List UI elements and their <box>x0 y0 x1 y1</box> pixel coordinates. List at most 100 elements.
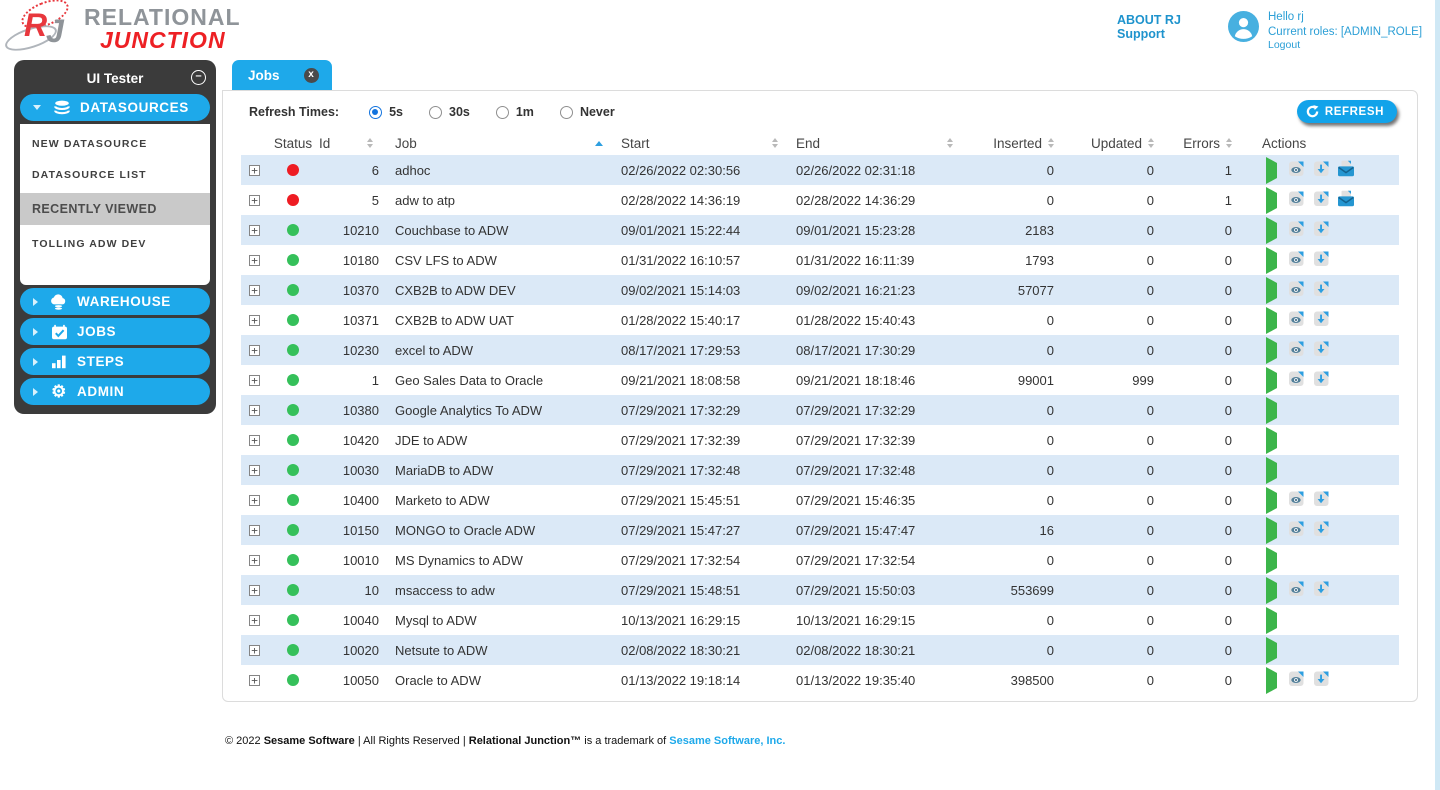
tab-close-icon[interactable]: x <box>303 67 319 83</box>
run-button[interactable] <box>1262 246 1280 274</box>
cell-start: 01/31/2022 16:10:57 <box>621 252 741 268</box>
view-log-button[interactable] <box>1287 281 1305 299</box>
view-log-button[interactable] <box>1287 521 1305 539</box>
tab-jobs[interactable]: Jobs x <box>232 60 332 90</box>
email-log-button[interactable] <box>1337 190 1355 209</box>
run-button[interactable] <box>1262 516 1280 544</box>
refresh-option-1m[interactable]: 1m <box>495 105 534 119</box>
expand-row-button[interactable]: + <box>249 284 260 296</box>
view-log-button[interactable] <box>1287 671 1305 689</box>
about-rj-link[interactable]: ABOUT RJ <box>1117 13 1181 27</box>
view-log-button[interactable] <box>1287 191 1305 209</box>
expand-row-button[interactable]: + <box>249 194 260 206</box>
download-log-button[interactable] <box>1312 581 1330 599</box>
download-log-button[interactable] <box>1312 191 1330 209</box>
run-button[interactable] <box>1262 216 1280 244</box>
view-log-button[interactable] <box>1287 581 1305 599</box>
run-button[interactable] <box>1262 186 1280 214</box>
email-log-button[interactable] <box>1337 160 1355 179</box>
app-logo[interactable]: R J RELATIONAL JUNCTION <box>2 0 241 56</box>
expand-row-button[interactable]: + <box>249 614 260 626</box>
sort-up-arrow <box>947 138 953 142</box>
expand-row-button[interactable]: + <box>249 314 260 326</box>
expand-row-button[interactable]: + <box>249 644 260 656</box>
header-cell-id[interactable]: Id <box>319 131 379 155</box>
view-log-button[interactable] <box>1287 491 1305 509</box>
radio-unselected-icon[interactable] <box>495 105 509 119</box>
view-log-button[interactable] <box>1287 311 1305 329</box>
download-log-button[interactable] <box>1312 521 1330 539</box>
scrollbar-track[interactable] <box>1435 0 1440 790</box>
view-log-button[interactable] <box>1287 221 1305 239</box>
run-button[interactable] <box>1262 366 1280 394</box>
header-cell-start[interactable]: Start <box>609 131 784 155</box>
run-button[interactable] <box>1262 306 1280 334</box>
radio-unselected-icon[interactable] <box>559 105 573 119</box>
sidebar-collapse-button[interactable]: – <box>191 70 206 85</box>
run-button[interactable] <box>1262 666 1280 694</box>
run-button[interactable] <box>1262 276 1280 304</box>
sidebar-item-new-datasource[interactable]: NEW DATASOURCE <box>32 138 148 150</box>
expand-row-button[interactable]: + <box>249 344 260 356</box>
user-avatar[interactable] <box>1228 11 1259 42</box>
support-link[interactable]: Support <box>1117 27 1165 42</box>
expand-row-button[interactable]: + <box>249 434 260 446</box>
logout-link[interactable]: Logout <box>1268 39 1301 52</box>
run-button[interactable] <box>1262 636 1280 664</box>
run-button[interactable] <box>1262 336 1280 364</box>
view-log-button[interactable] <box>1287 251 1305 269</box>
download-log-button[interactable] <box>1312 221 1330 239</box>
run-button[interactable] <box>1262 426 1280 454</box>
expand-row-button[interactable]: + <box>249 224 260 236</box>
expand-row-button[interactable]: + <box>249 464 260 476</box>
expand-row-button[interactable]: + <box>249 254 260 266</box>
download-log-button[interactable] <box>1312 251 1330 269</box>
expand-row-button[interactable]: + <box>249 164 260 176</box>
table-row: +10040 Mysql to ADW 10/13/2021 16:29:15 10/… <box>241 605 1399 635</box>
run-button[interactable] <box>1262 456 1280 484</box>
refresh-option-never[interactable]: Never <box>559 105 615 119</box>
expand-row-button[interactable]: + <box>249 584 260 596</box>
download-log-button[interactable] <box>1312 341 1330 359</box>
sidebar-item-tolling-adw-dev[interactable]: TOLLING ADW DEV <box>32 238 147 250</box>
header-cell-job[interactable]: Job <box>379 131 609 155</box>
sidebar-section-warehouse[interactable]: WAREHOUSE <box>20 288 210 315</box>
view-log-button[interactable] <box>1287 341 1305 359</box>
expand-row-button[interactable]: + <box>249 494 260 506</box>
view-log-button[interactable] <box>1287 371 1305 389</box>
header-cell-updated[interactable]: Updated <box>1054 131 1154 155</box>
run-button[interactable] <box>1262 546 1280 574</box>
expand-row-button[interactable]: + <box>249 524 260 536</box>
expand-row-button[interactable]: + <box>249 554 260 566</box>
radio-selected-icon[interactable] <box>369 105 383 119</box>
sidebar-section-admin[interactable]: ⚙ ADMIN <box>20 378 210 405</box>
refresh-button[interactable]: REFRESH <box>1296 100 1397 123</box>
download-log-button[interactable] <box>1312 671 1330 689</box>
radio-unselected-icon[interactable] <box>429 105 442 119</box>
download-log-button[interactable] <box>1312 281 1330 299</box>
refresh-option-5s[interactable]: 5s <box>369 105 403 119</box>
sidebar-section-datasources[interactable]: DATASOURCES <box>20 94 210 121</box>
download-log-button[interactable] <box>1312 491 1330 509</box>
expand-row-button[interactable]: + <box>249 674 260 686</box>
sidebar-item-datasource-list[interactable]: DATASOURCE LIST <box>32 169 147 181</box>
expand-row-button[interactable]: + <box>249 374 260 386</box>
footer-sesame-link[interactable]: Sesame Software, Inc. <box>669 735 786 747</box>
run-button[interactable] <box>1262 606 1280 634</box>
sidebar-section-steps[interactable]: STEPS <box>20 348 210 375</box>
run-icon <box>1265 516 1277 544</box>
header-cell-inserted[interactable]: Inserted <box>959 131 1054 155</box>
refresh-option-30s[interactable]: 30s <box>429 105 470 119</box>
run-button[interactable] <box>1262 396 1280 424</box>
run-button[interactable] <box>1262 576 1280 604</box>
download-log-button[interactable] <box>1312 311 1330 329</box>
run-button[interactable] <box>1262 486 1280 514</box>
header-cell-end[interactable]: End <box>784 131 959 155</box>
sidebar-section-jobs[interactable]: JOBS <box>20 318 210 345</box>
header-cell-errors[interactable]: Errors <box>1154 131 1232 155</box>
expand-row-button[interactable]: + <box>249 404 260 416</box>
download-log-button[interactable] <box>1312 371 1330 389</box>
download-log-button[interactable] <box>1312 161 1330 179</box>
view-log-button[interactable] <box>1287 161 1305 179</box>
run-button[interactable] <box>1262 156 1280 184</box>
